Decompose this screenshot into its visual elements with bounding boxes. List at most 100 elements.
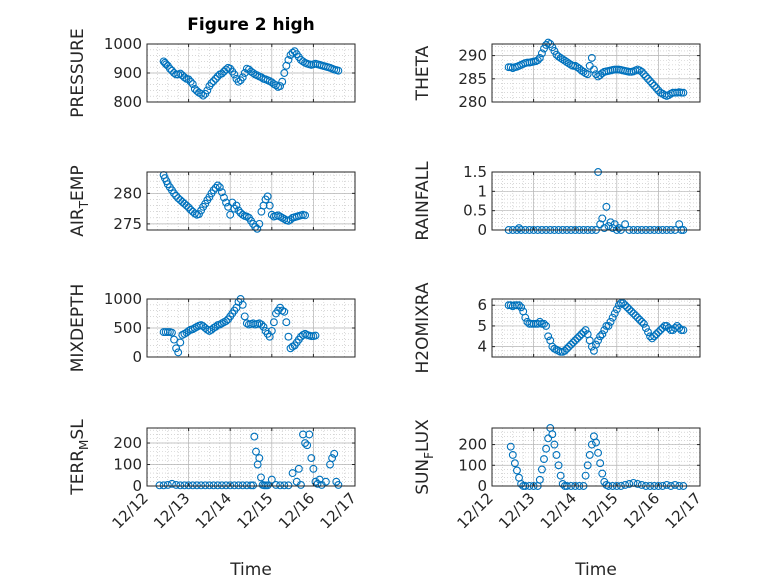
data-point <box>170 189 178 198</box>
y-tick-label: 5 <box>477 317 487 335</box>
data-point <box>556 347 565 356</box>
data-point <box>168 479 176 488</box>
data-point <box>321 477 330 486</box>
data-point <box>510 459 519 468</box>
data-point <box>284 55 293 64</box>
subplot-pressure: 800 900 1000 PRESSURE <box>68 28 356 118</box>
data-point <box>222 317 230 325</box>
data-point <box>650 332 659 341</box>
y-axis-label: THETA <box>413 45 433 101</box>
data-point <box>253 224 262 233</box>
data-point <box>662 321 671 330</box>
data-point <box>276 212 285 221</box>
data-point <box>604 321 613 330</box>
data-point <box>542 321 551 330</box>
data-point <box>560 346 569 355</box>
axes-box <box>491 298 701 358</box>
y-tick-label: 1 <box>477 182 487 200</box>
data-point <box>577 66 586 75</box>
data-point <box>675 324 684 332</box>
data-point <box>660 321 669 330</box>
data-point <box>288 48 297 57</box>
data-point <box>535 317 544 326</box>
data-point <box>280 307 289 316</box>
data-point <box>284 481 293 490</box>
data-point <box>272 81 280 90</box>
data-point <box>217 188 226 197</box>
y-tick-label: 1000 <box>104 290 142 308</box>
y-tick-label: 6 <box>477 296 487 314</box>
data-point <box>652 84 661 93</box>
data-point <box>168 328 176 337</box>
axes-box <box>491 43 701 103</box>
data-point <box>217 69 226 78</box>
y-tick-label: 0.5 <box>463 202 487 220</box>
data-point <box>639 319 648 328</box>
data-point <box>278 213 287 222</box>
data-point <box>211 74 220 83</box>
data-point <box>305 430 314 439</box>
data-point <box>617 299 625 308</box>
data-point <box>159 328 168 337</box>
y-tick-label: 4 <box>477 338 487 356</box>
data-point <box>334 66 343 75</box>
data-point <box>646 77 655 86</box>
data-point <box>222 198 230 207</box>
x-axis-label: Time <box>574 560 617 580</box>
data-point <box>560 56 569 65</box>
data-point <box>252 447 260 456</box>
data-point <box>238 300 247 309</box>
data-point <box>257 473 265 482</box>
data-point <box>276 481 285 490</box>
data-point <box>155 481 164 490</box>
data-point <box>274 211 282 220</box>
x-axis-label: Time <box>229 560 272 580</box>
data-point <box>203 86 212 95</box>
data-point <box>247 481 255 490</box>
data-point <box>255 454 264 463</box>
data-point <box>303 441 312 450</box>
data-point <box>573 334 582 343</box>
data-point <box>249 69 258 77</box>
series-mixdepth <box>159 295 320 357</box>
subplot-mixdepth: 0 500 1000 MIXDEPTH <box>68 284 356 372</box>
y-tick-label: 285 <box>458 70 487 88</box>
data-point <box>679 326 688 335</box>
plot-area <box>492 428 700 486</box>
data-point <box>600 224 609 233</box>
y-tick-label: 100 <box>113 456 142 474</box>
data-point <box>230 70 239 79</box>
data-point <box>330 449 339 458</box>
data-point <box>209 186 218 195</box>
y-tick-label: 0 <box>132 477 142 495</box>
data-point <box>531 319 540 328</box>
data-point <box>180 481 189 490</box>
series-h2omixra <box>504 299 688 356</box>
data-point <box>556 53 565 62</box>
data-point <box>662 481 671 489</box>
data-point <box>558 479 567 488</box>
data-point <box>286 215 295 224</box>
data-point <box>234 206 243 215</box>
data-point <box>633 313 642 322</box>
data-point <box>544 38 553 47</box>
data-point <box>598 330 607 339</box>
data-point <box>242 481 251 490</box>
y-axis-label: SUNFLUX <box>413 419 436 495</box>
data-point <box>513 301 521 310</box>
data-point <box>631 311 640 320</box>
data-point <box>587 53 596 62</box>
data-point <box>240 312 249 321</box>
data-point <box>658 324 667 332</box>
data-point <box>517 303 526 312</box>
data-point <box>581 471 590 480</box>
data-point <box>176 481 185 490</box>
minor-grid <box>146 43 356 103</box>
y-tick-label: 1000 <box>104 35 142 53</box>
y-tick-label: 275 <box>113 215 142 233</box>
data-point <box>238 481 247 490</box>
data-point <box>282 318 291 327</box>
data-point <box>652 330 661 339</box>
data-point <box>625 305 634 314</box>
data-point <box>589 65 598 74</box>
